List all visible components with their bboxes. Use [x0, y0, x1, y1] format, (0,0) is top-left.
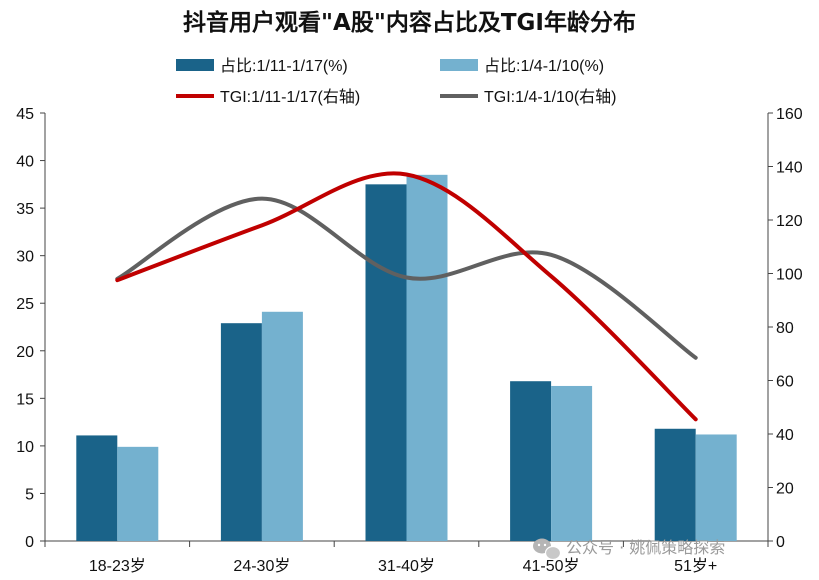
line-series-2 [115, 196, 698, 360]
legend-swatch-bar-2 [440, 59, 478, 71]
bar-series-1-2 [220, 323, 262, 541]
line-series-1 [115, 171, 698, 422]
watermark-text: 公众号 · 姚佩策略探索 [566, 538, 725, 557]
y-left-tick-label: 20 [16, 344, 34, 361]
y-left-tick-label: 30 [16, 249, 34, 266]
legend: 占比:1/11-1/17(%) 占比:1/4-1/10(%) TGI:1/11-… [176, 57, 616, 106]
y-left-tick-label: 40 [16, 154, 34, 171]
y-right-tick-label: 0 [776, 534, 785, 551]
legend-swatch-bar-1 [176, 59, 214, 71]
x-tick-label: 31-40岁 [378, 557, 435, 575]
y-right-tick-label: 160 [776, 106, 803, 123]
y-right-tick-label: 120 [776, 213, 803, 230]
legend-label-bar-1: 占比:1/11-1/17(%) [220, 57, 348, 75]
bar-series-2-3 [406, 174, 448, 542]
bar-series-1-5 [654, 428, 696, 541]
bars [76, 174, 737, 542]
y-left-tick-label: 0 [25, 534, 34, 551]
bar-series-1-3 [365, 184, 407, 542]
bar-series-2-5 [695, 434, 737, 541]
y-left-tick-label: 5 [25, 486, 34, 503]
bar-series-1-1 [76, 435, 118, 541]
x-tick-label: 24-30岁 [233, 557, 290, 575]
wechat-icon [533, 538, 562, 561]
y-left-tick-label: 15 [16, 391, 34, 408]
y-right-tick-label: 40 [776, 427, 794, 444]
lines [115, 171, 698, 422]
y-left-tick-label: 45 [16, 106, 34, 123]
y-right-tick-label: 60 [776, 374, 794, 391]
y-right-tick-label: 80 [776, 320, 794, 337]
legend-label-line-2: TGI:1/4-1/10(右轴) [484, 88, 616, 106]
x-tick-label: 18-23岁 [89, 557, 146, 575]
watermark: 公众号 · 姚佩策略探索 [533, 538, 725, 561]
y-left-tick-label: 10 [16, 439, 34, 456]
y-right-tick-label: 20 [776, 481, 794, 498]
bar-series-2-1 [117, 446, 159, 541]
y-left-tick-label: 35 [16, 201, 34, 218]
bar-series-1-4 [510, 381, 552, 541]
legend-label-bar-2: 占比:1/4-1/10(%) [484, 57, 604, 75]
legend-label-line-1: TGI:1/11-1/17(右轴) [220, 88, 360, 106]
y-right-tick-label: 100 [776, 267, 803, 284]
bar-series-2-4 [551, 385, 593, 541]
bar-series-2-2 [261, 311, 303, 541]
y-left-tick-label: 25 [16, 296, 34, 313]
x-tick-label: 41-50岁 [523, 557, 580, 575]
x-tick-label: 51岁+ [674, 557, 717, 575]
y-right-tick-label: 140 [776, 160, 803, 177]
chart-title: 抖音用户观看"A股"内容占比及TGI年龄分布 [183, 9, 636, 36]
